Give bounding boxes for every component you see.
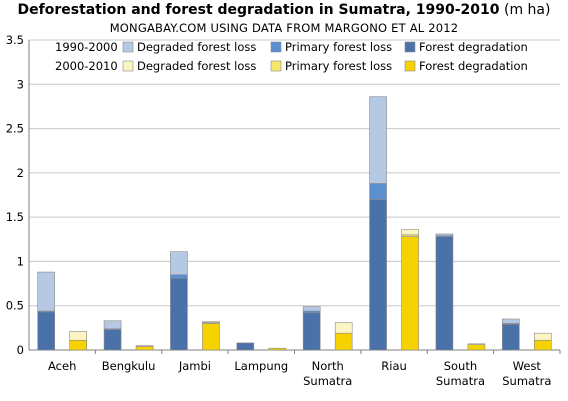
y-tick-label: 2.5 <box>6 122 24 136</box>
bar-segment <box>302 312 321 351</box>
bar-segment <box>467 344 486 351</box>
y-tick-label: 1.5 <box>6 210 24 224</box>
x-tick-label: Sumatra <box>303 374 352 388</box>
legend-swatch <box>122 60 134 72</box>
legend-period-label: 2000-2010 <box>55 59 118 73</box>
bar-segment <box>502 318 520 324</box>
bar-segment <box>401 229 419 236</box>
bar-segment <box>103 329 122 351</box>
bar-segment <box>103 320 122 330</box>
y-tick-label: 1 <box>17 254 24 268</box>
bar-segment <box>69 331 87 341</box>
x-tick-label: Jambi <box>178 359 211 373</box>
bar-segment <box>170 277 188 351</box>
bar-segment <box>202 323 220 351</box>
legend-swatch <box>404 60 416 72</box>
chart-title-unit: (m ha) <box>503 2 551 18</box>
legend-swatch <box>122 41 134 53</box>
legend-label: Degraded forest loss <box>137 59 256 73</box>
bar-segment <box>401 236 419 351</box>
y-tick-label: 3.5 <box>6 33 24 47</box>
legend-label: Degraded forest loss <box>137 40 256 54</box>
bar-segment <box>135 346 154 351</box>
bar-segment <box>369 96 387 184</box>
x-tick-label: Bengkulu <box>102 359 156 373</box>
x-tick-label: Riau <box>381 359 407 373</box>
legend-swatch <box>270 60 282 72</box>
x-tick-label: Sumatra <box>436 374 485 388</box>
legend-swatch <box>270 41 282 53</box>
x-tick-label: West <box>513 359 542 373</box>
bar-segment <box>369 199 387 351</box>
bar-segment <box>534 339 552 351</box>
bar-segment <box>435 233 454 237</box>
legend-label: Primary forest loss <box>285 40 392 54</box>
x-tick-label: North <box>312 359 344 373</box>
y-tick-label: 0 <box>17 343 24 357</box>
bar-segment <box>236 342 255 351</box>
y-tick-label: 2 <box>17 166 24 180</box>
bar-segment <box>170 274 188 279</box>
x-tick-label: Sumatra <box>502 374 551 388</box>
bar-segment <box>37 311 55 351</box>
bar-segment <box>369 183 387 200</box>
bar-segment <box>334 332 353 351</box>
bar-segment <box>534 332 552 341</box>
bar-segment <box>435 236 454 351</box>
bar-segment <box>170 251 188 276</box>
x-tick-label: South <box>444 359 477 373</box>
chart-title: Deforestation and forest degradation in … <box>17 2 551 18</box>
chart-subtitle: MONGABAY.COM USING DATA FROM MARGONO ET … <box>109 21 459 35</box>
legend-label: Forest degradation <box>419 40 528 54</box>
bar-segment <box>334 322 353 334</box>
bar-segment <box>467 343 486 345</box>
legend-label: Primary forest loss <box>285 59 392 73</box>
y-tick-label: 0.5 <box>6 299 24 313</box>
bar-segment <box>37 271 55 312</box>
bar-segment <box>268 347 287 351</box>
bar-segment <box>135 345 154 347</box>
bar-segment <box>202 321 220 323</box>
x-tick-label: Lampung <box>234 359 288 373</box>
legend-label: Forest degradation <box>419 59 528 73</box>
bar-segment <box>502 324 520 351</box>
legend-swatch <box>404 41 416 53</box>
y-tick-label: 3 <box>17 77 24 91</box>
legend-period-label: 1990-2000 <box>55 40 118 54</box>
bar-segment <box>69 339 87 351</box>
x-tick-label: Aceh <box>48 359 76 373</box>
bar-segment <box>302 306 321 312</box>
